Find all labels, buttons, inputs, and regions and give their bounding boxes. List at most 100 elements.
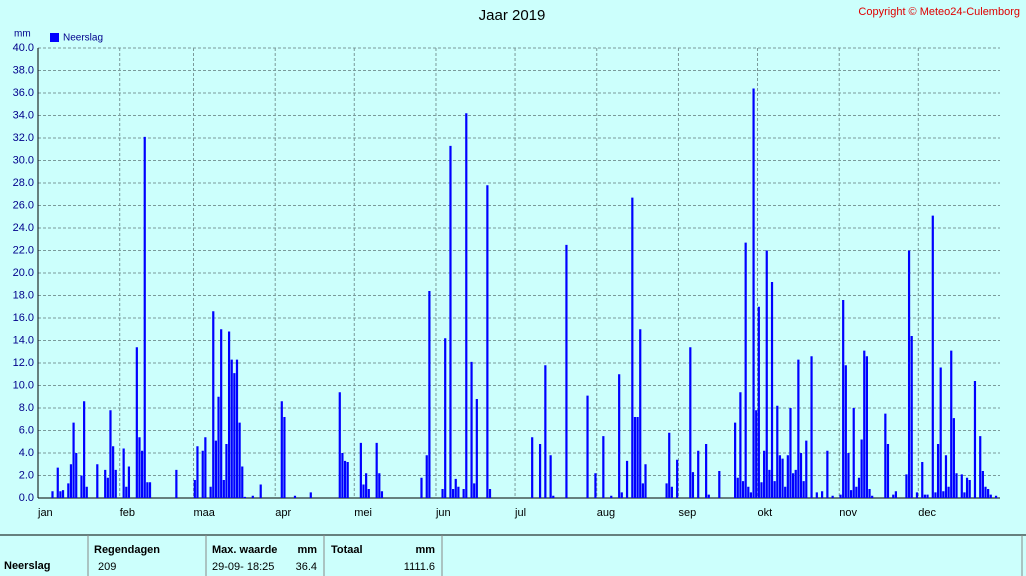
bar	[718, 471, 721, 498]
bar	[849, 490, 853, 498]
y-tick-label: 30.0	[13, 154, 34, 166]
bar	[444, 338, 447, 498]
bar	[225, 444, 228, 498]
bar	[457, 486, 460, 498]
x-tick-label: mei	[354, 507, 372, 519]
x-tick-label: jun	[435, 507, 451, 519]
bar	[362, 484, 365, 498]
y-tick-label: 26.0	[13, 199, 34, 211]
bar	[452, 489, 455, 498]
legend-label: Neerslag	[63, 33, 103, 44]
bar	[212, 311, 215, 498]
bar	[293, 495, 297, 498]
bar	[61, 490, 65, 498]
bar	[80, 475, 83, 498]
bar	[963, 492, 966, 498]
bar	[884, 413, 887, 498]
bar	[950, 350, 953, 498]
bar	[565, 244, 568, 498]
bar	[486, 185, 489, 498]
bar	[104, 469, 107, 498]
y-tick-label: 36.0	[13, 87, 34, 99]
bar	[670, 486, 673, 498]
bar	[69, 464, 73, 498]
y-tick-label: 22.0	[13, 244, 34, 256]
bar	[341, 453, 344, 498]
y-tick-label: 8.0	[19, 402, 34, 414]
bar	[193, 480, 196, 498]
bar	[786, 455, 789, 498]
bar	[842, 300, 845, 498]
bar	[67, 483, 70, 498]
bar	[994, 495, 998, 498]
bar	[552, 495, 555, 498]
bar	[75, 453, 78, 498]
bar	[220, 329, 223, 498]
bar	[984, 486, 987, 498]
bar	[973, 381, 977, 498]
bar	[857, 477, 861, 498]
y-tick-label: 0.0	[19, 492, 34, 504]
bar	[755, 410, 758, 498]
y-tick-label: 38.0	[13, 64, 34, 76]
bar	[668, 432, 671, 498]
bar	[960, 474, 963, 498]
bar	[378, 473, 381, 498]
table-unit: mm	[415, 544, 435, 556]
bar	[338, 392, 341, 498]
x-tick-label: dec	[918, 507, 936, 519]
x-tick-label: jul	[514, 507, 526, 519]
bar	[944, 455, 948, 498]
bar	[454, 478, 457, 498]
y-tick-label: 34.0	[13, 109, 34, 121]
bar	[789, 408, 792, 498]
table-value: 29-09- 18:25	[212, 561, 274, 573]
bar	[125, 486, 128, 498]
bar	[799, 453, 803, 498]
y-tick-label: 6.0	[19, 424, 34, 436]
table-value: 36.4	[296, 561, 317, 573]
bar	[114, 469, 117, 498]
bar	[148, 482, 152, 498]
bar	[72, 422, 75, 498]
bar	[230, 359, 233, 498]
bar	[892, 494, 895, 498]
bar	[852, 408, 855, 498]
bar	[473, 483, 476, 498]
bar	[765, 250, 768, 498]
bar	[280, 401, 283, 498]
legend-swatch	[50, 33, 59, 42]
bar	[56, 467, 59, 498]
x-tick-label: apr	[275, 507, 291, 519]
bar	[549, 455, 552, 498]
bar	[644, 464, 647, 498]
table-header: Max. waarde	[212, 544, 277, 556]
bar	[805, 440, 808, 498]
bar	[222, 480, 225, 498]
bar	[736, 477, 739, 498]
bar	[235, 359, 239, 498]
copyright: Copyright © Meteo24-Culemborg	[858, 6, 1020, 18]
bar	[763, 450, 766, 498]
bar	[620, 492, 623, 498]
bar	[773, 481, 776, 498]
bar	[428, 291, 431, 498]
bar	[676, 459, 679, 498]
bar	[847, 453, 850, 498]
bar	[831, 495, 834, 498]
bar	[531, 437, 534, 498]
bar	[641, 483, 644, 498]
x-tick-label: aug	[597, 507, 615, 519]
bar	[343, 460, 347, 498]
table-row-label: Neerslag	[4, 560, 50, 572]
y-tick-label: 2.0	[19, 469, 34, 481]
bar	[233, 373, 236, 498]
bar	[631, 197, 634, 498]
bar	[768, 469, 771, 498]
bar	[965, 477, 969, 498]
y-tick-label: 40.0	[13, 42, 34, 54]
bar	[744, 242, 747, 498]
bar	[462, 489, 465, 498]
table-unit: mm	[297, 544, 317, 556]
bar	[51, 491, 54, 498]
